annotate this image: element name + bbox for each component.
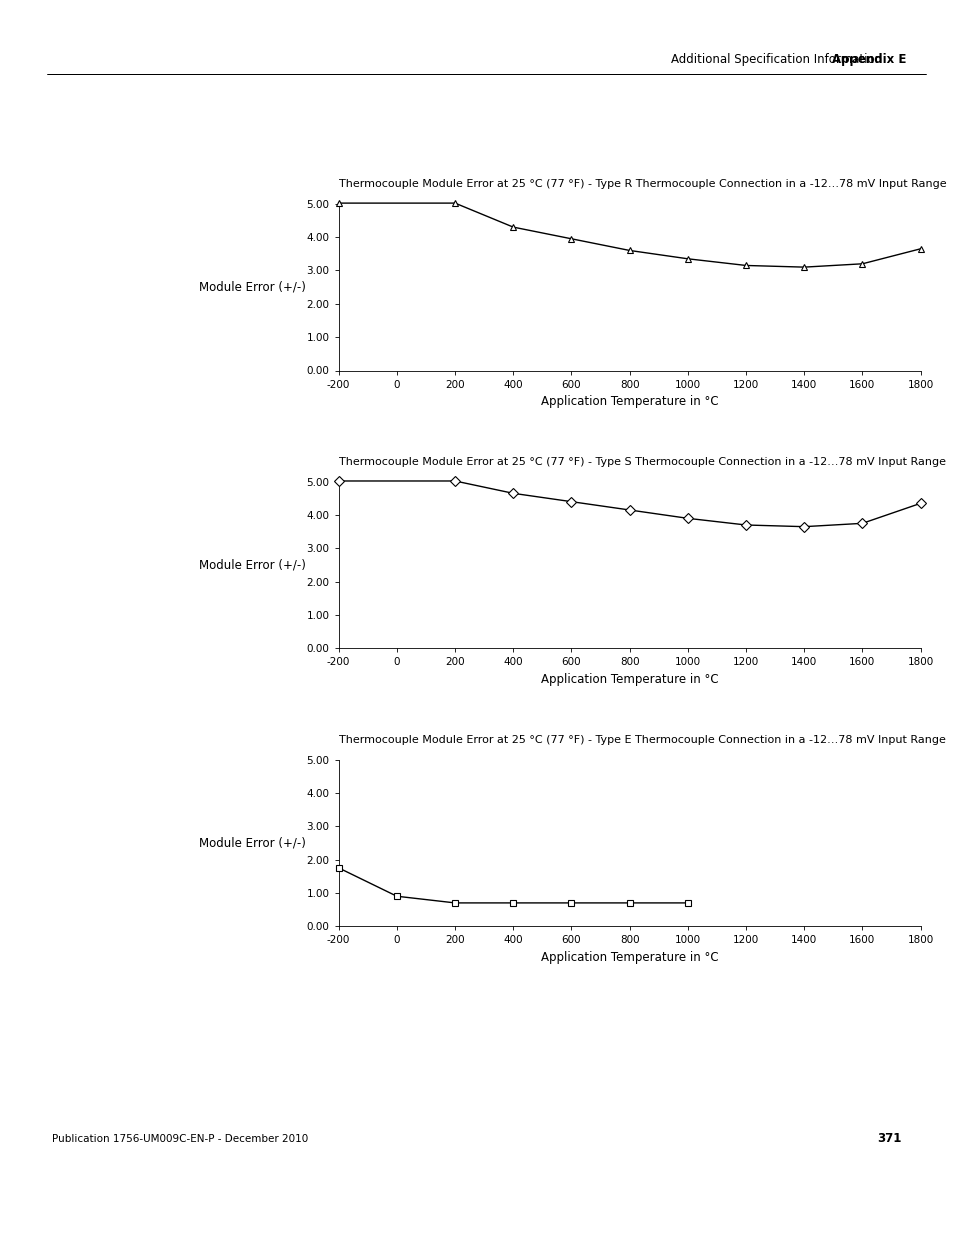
- Text: Appendix E: Appendix E: [831, 53, 905, 67]
- Text: Module Error (+/-): Module Error (+/-): [199, 558, 306, 572]
- Text: Additional Specification Information: Additional Specification Information: [670, 53, 896, 67]
- Text: Thermocouple Module Error at 25 °C (77 °F) - Type E Thermocouple Connection in a: Thermocouple Module Error at 25 °C (77 °…: [338, 735, 944, 745]
- Text: 371: 371: [876, 1132, 901, 1145]
- X-axis label: Application Temperature in °C: Application Temperature in °C: [540, 395, 718, 408]
- Text: Thermocouple Module Error at 25 °C (77 °F) - Type R Thermocouple Connection in a: Thermocouple Module Error at 25 °C (77 °…: [338, 179, 945, 189]
- X-axis label: Application Temperature in °C: Application Temperature in °C: [540, 951, 718, 963]
- Text: Module Error (+/-): Module Error (+/-): [199, 280, 306, 294]
- Text: Publication 1756-UM009C-EN-P - December 2010: Publication 1756-UM009C-EN-P - December …: [52, 1134, 309, 1144]
- Text: Module Error (+/-): Module Error (+/-): [199, 836, 306, 850]
- Text: Thermocouple Module Error at 25 °C (77 °F) - Type S Thermocouple Connection in a: Thermocouple Module Error at 25 °C (77 °…: [338, 457, 944, 467]
- X-axis label: Application Temperature in °C: Application Temperature in °C: [540, 673, 718, 685]
